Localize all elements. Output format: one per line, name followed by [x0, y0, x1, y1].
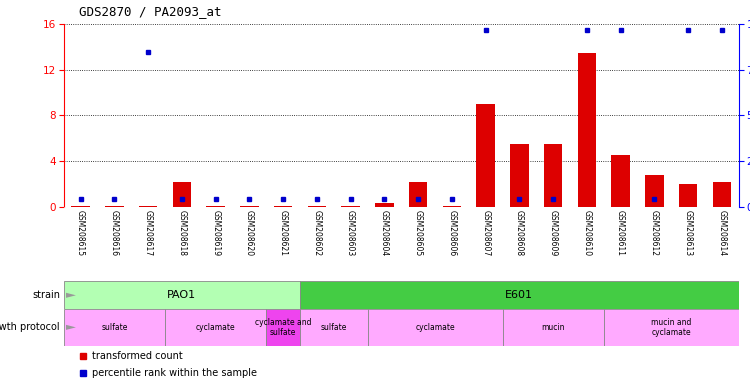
Bar [712, 182, 731, 207]
Text: GSM208603: GSM208603 [346, 210, 355, 256]
Bar [409, 182, 428, 207]
Text: sulfate: sulfate [320, 323, 347, 332]
Text: GSM208613: GSM208613 [684, 210, 693, 256]
Text: strain: strain [32, 290, 60, 300]
Text: GSM208621: GSM208621 [279, 210, 288, 256]
Text: PAO1: PAO1 [167, 290, 196, 300]
Bar [274, 206, 292, 207]
Bar [71, 206, 90, 207]
Bar [341, 206, 360, 207]
Text: GSM208617: GSM208617 [144, 210, 153, 256]
Bar [510, 144, 529, 207]
Text: cyclamate and
sulfate: cyclamate and sulfate [255, 318, 311, 337]
Text: percentile rank within the sample: percentile rank within the sample [92, 368, 257, 378]
Text: GSM208607: GSM208607 [482, 210, 490, 256]
Bar [300, 309, 368, 346]
Polygon shape [66, 293, 76, 298]
Text: GSM208602: GSM208602 [312, 210, 321, 256]
Bar [375, 203, 394, 207]
Bar [679, 184, 698, 207]
Text: cyclamate: cyclamate [196, 323, 236, 332]
Bar [308, 206, 326, 207]
Bar [172, 182, 191, 207]
Bar [503, 309, 604, 346]
Bar [578, 53, 596, 207]
Text: GSM208610: GSM208610 [582, 210, 591, 256]
Text: GSM208612: GSM208612 [650, 210, 658, 256]
Bar [266, 309, 300, 346]
Text: GSM208616: GSM208616 [110, 210, 118, 256]
Bar [240, 206, 259, 207]
Text: GSM208611: GSM208611 [616, 210, 626, 256]
Text: GDS2870 / PA2093_at: GDS2870 / PA2093_at [79, 5, 221, 18]
Bar [165, 309, 266, 346]
Bar [64, 309, 165, 346]
Bar [645, 175, 664, 207]
Text: mucin: mucin [542, 323, 565, 332]
Text: GSM208614: GSM208614 [717, 210, 726, 256]
Text: GSM208618: GSM208618 [177, 210, 186, 256]
Text: mucin and
cyclamate: mucin and cyclamate [651, 318, 692, 337]
Bar [611, 155, 630, 207]
Text: growth protocol: growth protocol [0, 322, 60, 333]
Text: GSM208606: GSM208606 [447, 210, 456, 256]
Text: GSM208608: GSM208608 [514, 210, 523, 256]
Bar [442, 206, 461, 207]
Text: GSM208609: GSM208609 [548, 210, 557, 256]
Bar [368, 309, 502, 346]
Text: sulfate: sulfate [101, 323, 128, 332]
Bar [206, 206, 225, 207]
Text: cyclamate: cyclamate [416, 323, 454, 332]
Text: GSM208620: GSM208620 [244, 210, 254, 256]
Text: GSM208604: GSM208604 [380, 210, 388, 256]
Bar [105, 206, 124, 207]
Text: GSM208619: GSM208619 [211, 210, 220, 256]
Bar [64, 281, 300, 309]
Text: transformed count: transformed count [92, 351, 183, 361]
Polygon shape [66, 325, 76, 330]
Bar [544, 144, 562, 207]
Bar [476, 104, 495, 207]
Bar [300, 281, 739, 309]
Bar [604, 309, 739, 346]
Text: E601: E601 [506, 290, 533, 300]
Text: GSM208615: GSM208615 [76, 210, 85, 256]
Bar [139, 206, 158, 207]
Text: GSM208605: GSM208605 [414, 210, 423, 256]
